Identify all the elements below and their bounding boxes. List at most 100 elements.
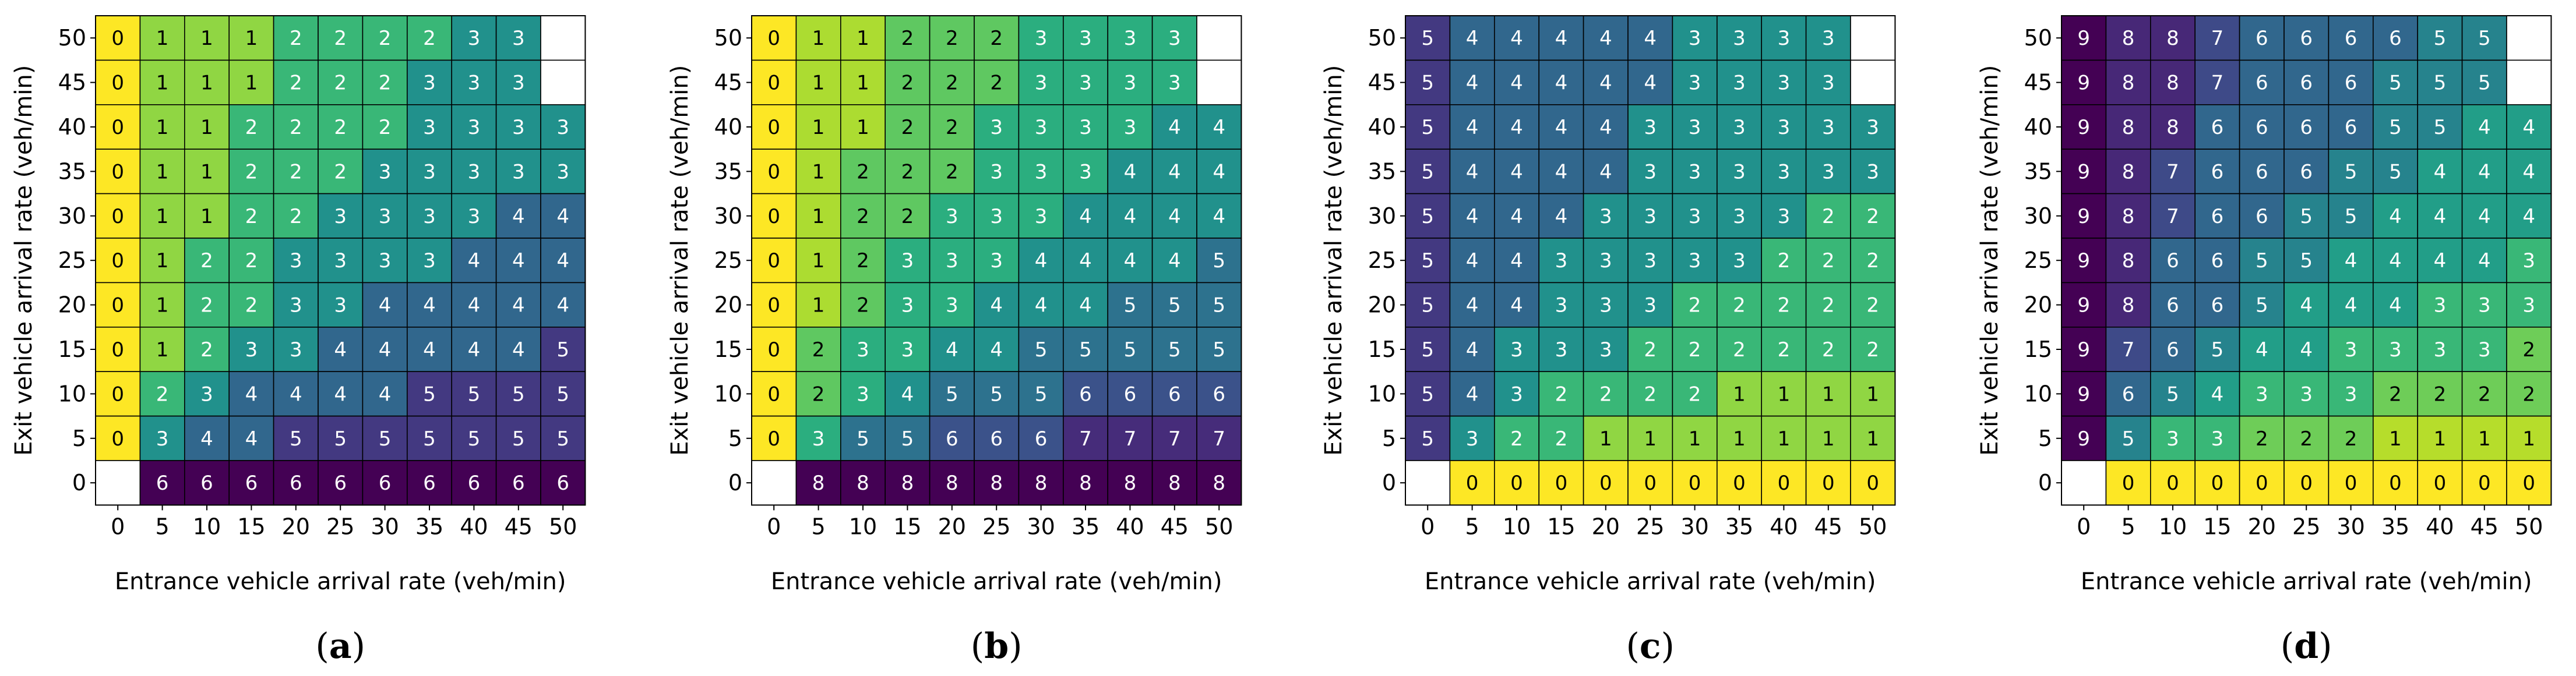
cell-value-label: 2 bbox=[1733, 338, 1746, 362]
heatmap-cell bbox=[2373, 104, 2419, 150]
heatmap-cell bbox=[1672, 415, 1718, 461]
heatmap-cell bbox=[929, 59, 975, 105]
cell-value-label: 3 bbox=[1866, 160, 1879, 183]
cell-value-label: 2 bbox=[245, 249, 258, 272]
heatmap-cell bbox=[2150, 282, 2196, 328]
cell-value-label: 3 bbox=[1689, 27, 1701, 50]
cell-value-label: 2 bbox=[200, 249, 213, 272]
heatmap-cell bbox=[1151, 460, 1197, 506]
heatmap-cell bbox=[228, 326, 274, 372]
heatmap-cell bbox=[1805, 59, 1851, 105]
heatmap-cell bbox=[2194, 460, 2240, 506]
cell-value-label: 4 bbox=[1510, 160, 1523, 183]
cell-value-label: 4 bbox=[1555, 116, 1568, 139]
cell-value-label: 3 bbox=[1644, 294, 1657, 317]
cell-value-label: 3 bbox=[1079, 72, 1092, 95]
cell-value-label: 5 bbox=[1213, 338, 1225, 362]
cell-value-label: 5 bbox=[1421, 427, 1434, 451]
cell-value-label: 3 bbox=[1644, 249, 1657, 272]
heatmap-cell bbox=[2506, 59, 2552, 105]
cell-value-label: 3 bbox=[468, 160, 481, 183]
x-tick-label: 10 bbox=[2159, 514, 2187, 539]
heatmap-cell bbox=[540, 371, 586, 417]
heatmap-cell bbox=[2506, 460, 2552, 506]
cell-value-label: 8 bbox=[2122, 160, 2135, 183]
cell-value-label: 6 bbox=[2256, 116, 2268, 139]
cell-value-label: 5 bbox=[2434, 72, 2447, 95]
cell-value-label: 0 bbox=[1689, 472, 1701, 495]
heatmap-cell bbox=[1405, 415, 1451, 461]
heatmap-cell bbox=[1196, 193, 1242, 239]
cell-value-label: 3 bbox=[2211, 427, 2224, 451]
cell-value-label: 3 bbox=[1822, 160, 1835, 183]
heatmap-cell bbox=[1018, 282, 1064, 328]
cell-value-label: 8 bbox=[2122, 116, 2135, 139]
cell-value-label: 5 bbox=[1421, 72, 1434, 95]
heatmap-cell bbox=[1583, 415, 1629, 461]
y-tick-label: 40 bbox=[714, 114, 742, 140]
heatmap-cell bbox=[795, 371, 841, 417]
cell-value-label: 8 bbox=[857, 472, 869, 495]
cell-value-label: 2 bbox=[1778, 338, 1791, 362]
heatmap-cell bbox=[1717, 238, 1763, 284]
heatmap-cell bbox=[1761, 415, 1807, 461]
heatmap-cell bbox=[2283, 148, 2330, 194]
cell-value-label: 5 bbox=[1421, 383, 1434, 406]
cell-value-label: 3 bbox=[156, 427, 169, 451]
cell-value-label: 4 bbox=[2522, 160, 2535, 183]
x-tick-label: 0 bbox=[1421, 514, 1435, 539]
x-tick-label: 40 bbox=[1116, 514, 1144, 539]
heatmap-cell bbox=[1449, 59, 1495, 105]
heatmap-cell bbox=[1538, 15, 1584, 61]
heatmap-cell bbox=[318, 15, 364, 61]
heatmap-cell bbox=[2061, 326, 2107, 372]
y-tick-label: 35 bbox=[714, 158, 742, 184]
cell-value-label: 2 bbox=[290, 116, 302, 139]
cell-value-label: 0 bbox=[111, 160, 124, 183]
cell-value-label: 4 bbox=[423, 294, 436, 317]
heatmap-cell bbox=[2506, 15, 2552, 61]
cell-value-label: 8 bbox=[2166, 27, 2179, 50]
heatmap-cell bbox=[2194, 193, 2240, 239]
cell-value-label: 4 bbox=[1079, 205, 1092, 228]
cell-value-label: 3 bbox=[468, 116, 481, 139]
cell-value-label: 2 bbox=[245, 116, 258, 139]
cell-value-label: 4 bbox=[1213, 160, 1225, 183]
heatmap-cell bbox=[1494, 460, 1540, 506]
cell-value-label: 4 bbox=[2389, 249, 2402, 272]
heatmap-cell bbox=[1494, 148, 1540, 194]
heatmap-cell bbox=[1627, 238, 1673, 284]
cell-value-label: 1 bbox=[812, 160, 825, 183]
heatmap-cell bbox=[495, 59, 541, 105]
heatmap-cell bbox=[2283, 282, 2330, 328]
heatmap-cell bbox=[1063, 282, 1109, 328]
heatmap-cell bbox=[1196, 104, 1242, 150]
cell-value-label: 3 bbox=[2478, 338, 2491, 362]
heatmap-cell bbox=[2461, 193, 2507, 239]
heatmap-cell bbox=[1672, 238, 1718, 284]
cell-value-label: 2 bbox=[946, 27, 958, 50]
heatmap-cell bbox=[1627, 104, 1673, 150]
cell-value-label: 5 bbox=[901, 427, 914, 451]
cell-value-label: 5 bbox=[512, 427, 525, 451]
cell-value-label: 4 bbox=[1510, 116, 1523, 139]
heatmap-cell bbox=[1449, 326, 1495, 372]
heatmap-cell bbox=[139, 104, 185, 150]
cell-value-label: 2 bbox=[423, 27, 436, 50]
cell-value-label: 0 bbox=[1644, 472, 1657, 495]
cell-value-label: 7 bbox=[2122, 338, 2135, 362]
y-tick-label: 5 bbox=[728, 426, 742, 451]
cell-value-label: 4 bbox=[1466, 116, 1479, 139]
cell-value-label: 4 bbox=[1466, 72, 1479, 95]
cell-value-label: 6 bbox=[245, 472, 258, 495]
cell-value-label: 1 bbox=[156, 72, 169, 95]
heatmap-cell bbox=[884, 15, 931, 61]
cell-value-label: 4 bbox=[1168, 160, 1181, 183]
heatmap-cell bbox=[974, 415, 1020, 461]
heatmap-cell bbox=[1805, 193, 1851, 239]
heatmap-cell bbox=[2239, 15, 2285, 61]
cell-value-label: 4 bbox=[334, 338, 347, 362]
heatmap-cell bbox=[228, 59, 274, 105]
heatmap-cell bbox=[929, 282, 975, 328]
cell-value-label: 4 bbox=[2478, 205, 2491, 228]
